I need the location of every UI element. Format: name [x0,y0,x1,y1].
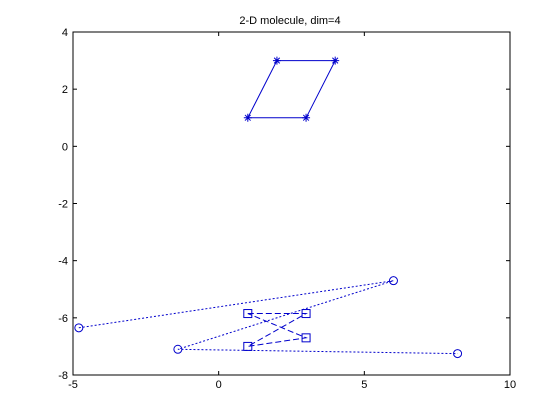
x-tick-label: 10 [504,379,516,391]
series-3-line [247,313,309,347]
y-tick-label: -2 [58,199,68,211]
series-2 [74,276,463,359]
x-tick-label: -5 [68,379,78,391]
square-marker [301,333,311,343]
star-marker [302,113,311,122]
y-tick-label: 4 [62,27,68,39]
y-tick-label: -4 [58,256,68,268]
x-tick-label: 5 [361,379,367,391]
star-marker [243,113,252,122]
series-layer [74,56,463,359]
star-marker [272,56,281,65]
circle-marker [388,276,398,286]
y-tick-label: -8 [58,370,68,382]
square-marker [243,341,253,351]
series-3 [243,309,311,351]
y-tick-label: -6 [58,313,68,325]
y-tick-label: 2 [62,84,68,96]
chart-title: 2-D molecule, dim=4 [239,15,340,27]
circle-marker [74,323,84,333]
axis-ticks: -5 0 5 10 -8 -6 -4 -2 0 2 4 [58,27,516,391]
series-1 [243,56,340,122]
x-tick-label: 0 [216,379,222,391]
square-marker [301,309,311,319]
y-tick-label: 0 [62,141,68,153]
square-marker [243,309,253,319]
circle-marker [453,349,463,359]
circle-marker [173,344,183,354]
plot-area [72,31,511,376]
series-2-line [78,280,458,355]
star-marker [331,56,340,65]
